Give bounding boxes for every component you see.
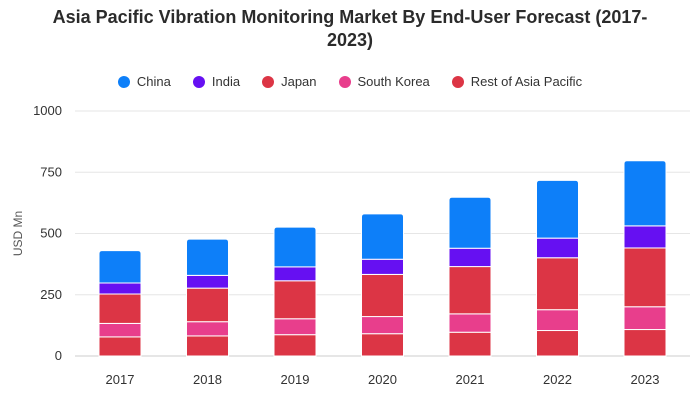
bar-segment-2023-rest-of-asia-pacific[interactable] [623, 329, 667, 357]
bar-segment-2019-rest-of-asia-pacific[interactable] [273, 334, 317, 357]
bar-segment-2019-japan[interactable] [273, 280, 317, 320]
legend-label: India [211, 74, 241, 89]
legend-swatch-icon [192, 75, 205, 88]
legend-item-china[interactable]: China [117, 74, 171, 89]
y-axis-title: USD Mn [11, 211, 25, 256]
bar-segment-2022-rest-of-asia-pacific[interactable] [536, 330, 579, 357]
bar-segment-2017-south-korea[interactable] [98, 322, 142, 338]
chart-title: Asia Pacific Vibration Monitoring Market… [0, 6, 700, 52]
x-tick-label: 2020 [368, 372, 397, 387]
bar-segment-2021-south-korea[interactable] [448, 313, 492, 333]
chart-legend: China India Japan South Korea Rest of Asia P… [0, 74, 700, 89]
legend-item-south-korea[interactable]: South Korea [338, 74, 430, 89]
bar-segment-2019-china[interactable] [273, 226, 317, 268]
x-tick-label: 2018 [193, 372, 222, 387]
legend-label: China [136, 74, 171, 89]
bar-segment-2021-rest-of-asia-pacific[interactable] [448, 331, 492, 357]
bar-segment-2022-south-korea[interactable] [536, 309, 579, 332]
x-tick-label: 2023 [631, 372, 660, 387]
y-tick-label: 250 [40, 287, 62, 302]
bar-segment-2022-japan[interactable] [536, 257, 579, 311]
bar-segment-2023-india[interactable] [623, 225, 667, 249]
bar-segment-2017-rest-of-asia-pacific[interactable] [98, 336, 142, 357]
legend-label: Rest of Asia Pacific [470, 74, 583, 89]
bar-segment-2019-south-korea[interactable] [273, 318, 317, 336]
x-tick-label: 2021 [456, 372, 485, 387]
bar-segment-2021-china[interactable] [448, 196, 492, 249]
legend-swatch-icon [338, 75, 351, 88]
legend-item-rest-of-asia-pacific[interactable]: Rest of Asia Pacific [451, 74, 583, 89]
legend-label: South Korea [357, 74, 430, 89]
bar-segment-2020-china[interactable] [361, 213, 404, 260]
bar-segment-2020-rest-of-asia-pacific[interactable] [361, 333, 404, 357]
legend-swatch-icon [262, 75, 275, 88]
bar-segment-2018-south-korea[interactable] [186, 321, 229, 337]
bar-segment-2023-china[interactable] [623, 160, 667, 227]
y-tick-label: 500 [40, 226, 62, 241]
bar-segment-2020-india[interactable] [361, 258, 404, 275]
legend-swatch-icon [451, 75, 464, 88]
bar-segment-2021-india[interactable] [448, 247, 492, 268]
x-tick-label: 2022 [543, 372, 572, 387]
x-tick-label: 2019 [281, 372, 310, 387]
legend-swatch-icon [117, 75, 130, 88]
bar-segment-2017-japan[interactable] [98, 293, 142, 324]
bar-segment-2023-japan[interactable] [623, 247, 667, 308]
y-tick-label: 750 [40, 164, 62, 179]
bar-segment-2017-china[interactable] [98, 250, 142, 284]
legend-item-japan[interactable]: Japan [262, 74, 317, 89]
legend-label: Japan [281, 74, 317, 89]
bar-segment-2017-india[interactable] [98, 282, 142, 295]
bar-segment-2020-japan[interactable] [361, 273, 404, 318]
bar-segment-2019-india[interactable] [273, 266, 317, 282]
bar-segment-2018-rest-of-asia-pacific[interactable] [186, 335, 229, 357]
y-tick-label: 0 [55, 348, 62, 363]
y-tick-label: 1000 [33, 103, 62, 118]
bar-segment-2018-china[interactable] [186, 238, 229, 276]
chart-title-line-2: 2023) [326, 30, 374, 50]
chart-title-line-1: Asia Pacific Vibration Monitoring Market… [52, 7, 648, 27]
bar-segment-2020-south-korea[interactable] [361, 316, 404, 335]
bar-segment-2022-india[interactable] [536, 237, 579, 259]
legend-item-india[interactable]: India [192, 74, 241, 89]
bar-segment-2018-japan[interactable] [186, 287, 229, 323]
bar-segment-2018-india[interactable] [186, 274, 229, 289]
bar-segment-2021-japan[interactable] [448, 266, 492, 315]
bar-segment-2022-china[interactable] [536, 179, 579, 239]
bar-segment-2023-south-korea[interactable] [623, 306, 667, 331]
x-tick-label: 2017 [106, 372, 135, 387]
